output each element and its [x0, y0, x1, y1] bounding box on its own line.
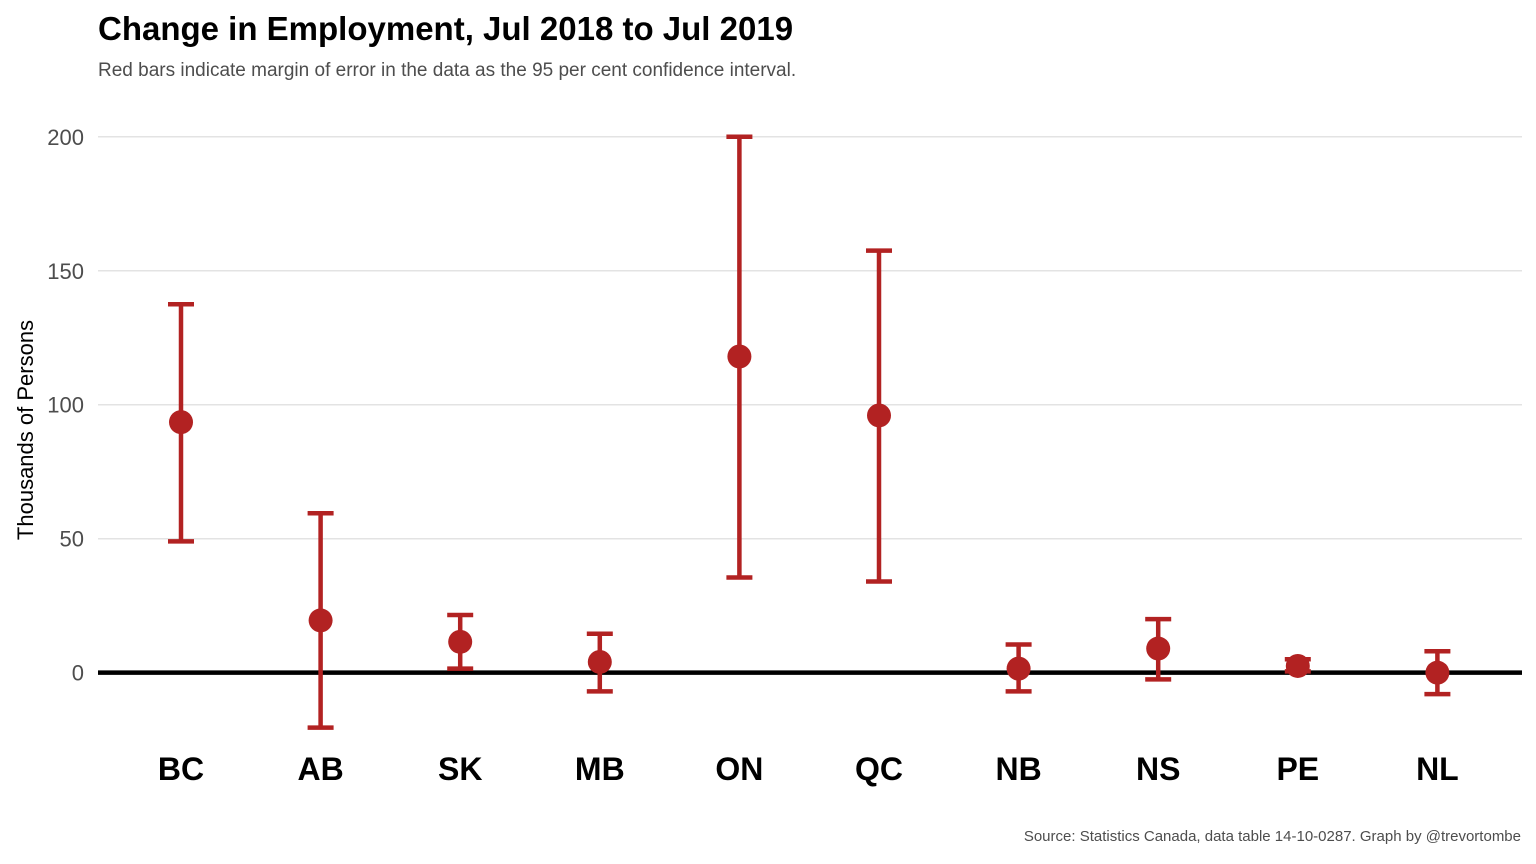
- y-tick-label: 200: [47, 125, 84, 150]
- x-tick-label-nl: NL: [1416, 751, 1459, 787]
- y-tick-label: 150: [47, 259, 84, 284]
- chart-title: Change in Employment, Jul 2018 to Jul 20…: [98, 10, 794, 47]
- gridlines: [98, 136, 1522, 540]
- data-point-bc: [169, 410, 193, 435]
- error-bars: [168, 134, 1451, 730]
- y-tick-label: 100: [47, 393, 84, 418]
- data-point-ns: [1146, 636, 1171, 661]
- x-tick-label-ab: AB: [297, 751, 343, 787]
- x-tick-label-pe: PE: [1276, 751, 1319, 787]
- data-point-on: [727, 344, 752, 369]
- y-tick-labels: 0 50 100 150 200: [47, 125, 84, 686]
- x-tick-label-bc: BC: [158, 751, 204, 787]
- data-point-pe: [1285, 653, 1310, 678]
- x-tick-label-mb: MB: [575, 751, 625, 787]
- x-tick-label-ns: NS: [1136, 751, 1180, 787]
- x-tick-label-qc: QC: [855, 751, 903, 787]
- x-tick-labels: BC AB SK MB ON QC NB NS PE NL: [158, 751, 1459, 787]
- data-point-ab: [308, 608, 333, 633]
- data-points: [169, 344, 1450, 685]
- chart-subtitle: Red bars indicate margin of error in the…: [98, 60, 797, 81]
- data-point-qc: [867, 403, 891, 428]
- data-point-nb: [1006, 656, 1031, 681]
- x-tick-label-nb: NB: [995, 751, 1041, 787]
- data-point-nl: [1425, 660, 1450, 685]
- y-tick-label: 0: [72, 661, 84, 686]
- data-point-sk: [448, 629, 473, 654]
- data-point-mb: [587, 649, 612, 674]
- source-caption: Source: Statistics Canada, data table 14…: [1023, 828, 1521, 845]
- x-tick-label-sk: SK: [438, 751, 482, 787]
- x-tick-label-on: ON: [715, 751, 763, 787]
- y-tick-label: 50: [60, 527, 84, 552]
